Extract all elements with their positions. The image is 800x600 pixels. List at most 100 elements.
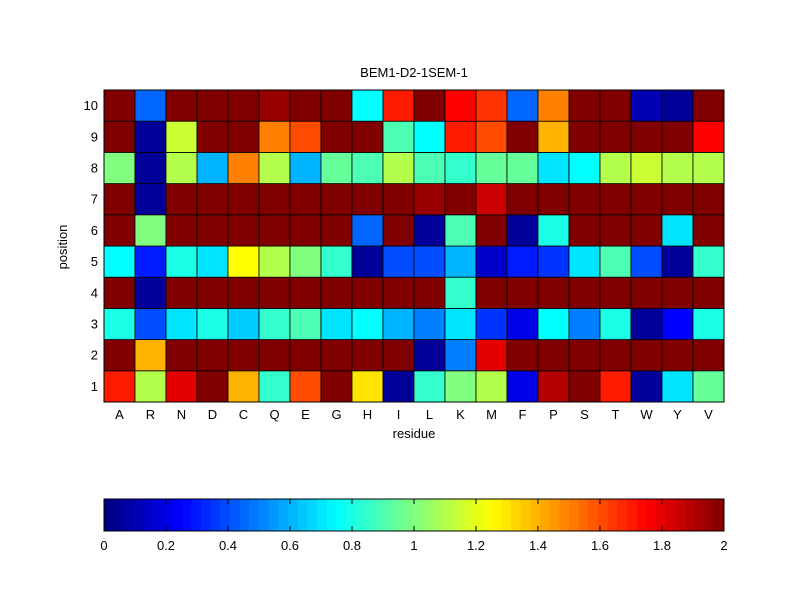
colorbar-tick-label: 0.2 (157, 538, 175, 553)
heatmap-cell-N-5 (165, 245, 198, 278)
heatmap-cell-S-9 (568, 120, 601, 153)
heatmap-cell-T-2 (599, 339, 632, 372)
heatmap-cell-D-10 (196, 89, 229, 122)
colorbar-segment (220, 499, 231, 531)
heatmap-cell-E-10 (289, 89, 322, 122)
heatmap-cell-L-9 (413, 120, 446, 153)
heatmap-cell-F-10 (506, 89, 539, 122)
heatmap-cell-W-1 (630, 370, 663, 403)
heatmap-cell-N-10 (165, 89, 198, 122)
colorbar-segment (123, 499, 134, 531)
heatmap-cell-C-10 (227, 89, 260, 122)
y-tick-label-8: 8 (91, 161, 98, 176)
heatmap-cell-V-6 (692, 214, 725, 247)
colorbar-tick-label: 2 (720, 538, 727, 553)
heatmap-cell-A-9 (103, 120, 136, 153)
x-tick-label-A: A (115, 407, 124, 422)
heatmap-cell-D-8 (196, 151, 229, 184)
colorbar-segment (142, 499, 153, 531)
heatmap-cell-R-6 (134, 214, 167, 247)
heatmap-cell-N-9 (165, 120, 198, 153)
x-tick-label-H: H (363, 407, 372, 422)
heatmap-cell-L-5 (413, 245, 446, 278)
x-tick-label-S: S (580, 407, 589, 422)
heatmap-cell-L-7 (413, 183, 446, 216)
heatmap-cell-Y-5 (661, 245, 694, 278)
heatmap-cell-C-1 (227, 370, 260, 403)
colorbar-segment (326, 499, 337, 531)
heatmap-cell-Q-3 (258, 307, 291, 340)
heatmap-cell-Y-7 (661, 183, 694, 216)
colorbar-segment (675, 499, 686, 531)
colorbar-segment (229, 499, 241, 531)
heatmap-cell-P-8 (537, 151, 570, 184)
colorbar-segment (365, 499, 376, 531)
y-tick-label-2: 2 (91, 348, 98, 363)
heatmap-cell-Q-5 (258, 245, 291, 278)
colorbar-segment (704, 499, 715, 531)
heatmap-cell-H-4 (351, 276, 384, 309)
heatmap-cell-I-2 (382, 339, 415, 372)
heatmap-cell-W-4 (630, 276, 663, 309)
heatmap-cell-Y-4 (661, 276, 694, 309)
colorbar-segment (113, 499, 124, 531)
heatmap-cell-T-10 (599, 89, 632, 122)
heatmap-cell-C-6 (227, 214, 260, 247)
colorbar-tick-label: 0.8 (343, 538, 361, 553)
colorbar-segment (685, 499, 696, 531)
x-tick-label-L: L (426, 407, 433, 422)
heatmap-cell-M-1 (475, 370, 508, 403)
heatmap-cell-P-1 (537, 370, 570, 403)
heatmap-cell-N-1 (165, 370, 198, 403)
heatmap-cell-M-6 (475, 214, 508, 247)
heatmap-cell-I-10 (382, 89, 415, 122)
heatmap-cell-C-2 (227, 339, 260, 372)
heatmap-cell-M-7 (475, 183, 508, 216)
colorbar-segment (646, 499, 657, 531)
heatmap-cell-F-7 (506, 183, 539, 216)
heatmap-cell-S-2 (568, 339, 601, 372)
colorbar-segment (375, 499, 386, 531)
heatmap-cell-R-10 (134, 89, 167, 122)
heatmap-cell-F-6 (506, 214, 539, 247)
heatmap-cell-H-10 (351, 89, 384, 122)
colorbar-segment (268, 499, 279, 531)
heatmap-cell-N-4 (165, 276, 198, 309)
heatmap-cell-W-2 (630, 339, 663, 372)
heatmap-cell-A-2 (103, 339, 136, 372)
heatmap-cell-V-7 (692, 183, 725, 216)
colorbar-segment (636, 499, 647, 531)
y-tick-label-9: 9 (91, 129, 98, 144)
heatmap-cell-W-3 (630, 307, 663, 340)
heatmap-cell-G-9 (320, 120, 353, 153)
heatmap-cell-N-3 (165, 307, 198, 340)
colorbar-segment (288, 499, 299, 531)
heatmap-cell-S-7 (568, 183, 601, 216)
heatmap-cell-L-4 (413, 276, 446, 309)
colorbar-tick-label: 0.4 (219, 538, 237, 553)
heatmap-cell-M-3 (475, 307, 508, 340)
colorbar-segment (452, 499, 463, 531)
colorbar-segment (307, 499, 318, 531)
heatmap-cell-A-5 (103, 245, 136, 278)
heatmap-cell-A-7 (103, 183, 136, 216)
heatmap-cell-G-3 (320, 307, 353, 340)
y-tick-label-6: 6 (91, 223, 98, 238)
colorbar-segment (336, 499, 347, 531)
colorbar-segment (462, 499, 473, 531)
colorbar-tick-labels: 0 0.2 0.4 0.6 0.8 1 1.2 1.4 1.6 1.8 2 (100, 538, 727, 553)
heatmap-cell-K-7 (444, 183, 477, 216)
y-tick-label-4: 4 (91, 285, 98, 300)
colorbar-segment (501, 499, 512, 531)
heatmap-cell-V-3 (692, 307, 725, 340)
y-axis-label: position (55, 225, 70, 270)
x-tick-label-E: E (301, 407, 310, 422)
heatmap-cell-E-9 (289, 120, 322, 153)
heatmap-cell-L-3 (413, 307, 446, 340)
heatmap-cell-M-4 (475, 276, 508, 309)
colorbar-segment (346, 499, 357, 531)
heatmap-cell-N-7 (165, 183, 198, 216)
heatmap-cell-M-10 (475, 89, 508, 122)
heatmap-cell-S-10 (568, 89, 601, 122)
colorbar-segment (714, 499, 725, 531)
